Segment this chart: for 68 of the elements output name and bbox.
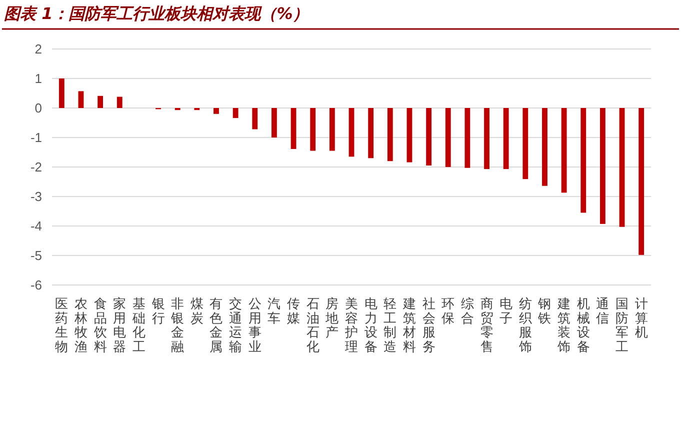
bar [290, 108, 296, 150]
bar [214, 108, 219, 114]
bar [464, 108, 470, 168]
bar [58, 78, 64, 108]
bar [406, 108, 412, 162]
x-tick-label: 钢铁 [537, 297, 552, 326]
y-tick-label: 1 [34, 71, 42, 86]
bar [426, 108, 432, 166]
x-tick-label: 建筑装饰 [556, 297, 571, 355]
bar [310, 108, 316, 151]
bar [232, 108, 238, 118]
bar [580, 108, 586, 213]
bar [78, 91, 84, 108]
x-tick-label: 石油石化 [306, 297, 320, 355]
bar [600, 108, 606, 224]
x-tick-label: 机械设备 [576, 297, 590, 355]
bar [484, 108, 490, 170]
x-tick-label: 国防军工 [616, 297, 629, 355]
x-tick-label: 传媒 [287, 297, 300, 326]
bar [98, 96, 104, 108]
bar [522, 108, 528, 180]
x-tick-label: 房地产 [324, 296, 339, 341]
x-tick-label: 建筑材料 [402, 297, 416, 355]
x-tick-label: 通信 [596, 297, 610, 326]
x-tick-label: 轻工制造 [384, 297, 397, 355]
bar [387, 108, 393, 162]
x-tick-label: 计算机 [634, 297, 648, 341]
x-tick-label: 家用电器 [113, 296, 126, 355]
y-tick-label: -5 [30, 248, 42, 264]
chart-title: 图表 1：国防军工行业板块相对表现（%） [4, 4, 309, 23]
y-tick-label: -3 [30, 189, 42, 204]
x-tick-label: 非银金融 [170, 297, 184, 355]
y-tick-label: -2 [30, 160, 42, 175]
x-tick-label: 社会服务 [422, 297, 436, 355]
y-tick-label: -6 [30, 278, 42, 293]
x-tick-label: 环保 [442, 297, 455, 326]
x-tick-label: 农林牧渔 [73, 297, 88, 355]
x-tick-label: 交通运输 [229, 296, 242, 355]
x-tick-label: 食品饮料 [92, 297, 107, 355]
x-tick-label: 综合 [460, 297, 474, 326]
bar [638, 108, 644, 255]
x-tick-label: 银行 [150, 297, 165, 326]
y-tick-label: -1 [30, 130, 42, 146]
bar [368, 108, 374, 158]
bar [116, 96, 122, 108]
bar [542, 108, 548, 186]
y-tick-label: 0 [34, 100, 42, 116]
x-tick-label: 电力设备 [364, 297, 378, 355]
bar [252, 108, 258, 130]
x-tick-label: 医药生物 [55, 297, 68, 355]
x-tick-label: 基础化工 [131, 297, 146, 355]
x-tick-label: 公用事业 [248, 297, 262, 355]
bar [561, 108, 567, 193]
x-tick-label: 煤炭 [190, 297, 204, 326]
bar [445, 108, 451, 167]
bar [503, 108, 509, 170]
x-tick-label: 有色金属 [210, 297, 223, 355]
bar [619, 108, 625, 227]
bar [272, 108, 277, 138]
x-tick-label: 美容护理 [344, 296, 358, 355]
x-tick-label: 汽车 [268, 297, 281, 326]
bar [329, 108, 335, 151]
y-tick-label: -4 [30, 218, 42, 234]
y-tick-label: 2 [34, 42, 42, 57]
x-tick-label: 商贸零售 [480, 297, 494, 355]
x-tick-label: 电子 [500, 297, 513, 326]
x-tick-label: 纺织服饰 [518, 297, 532, 355]
bar [348, 108, 354, 157]
